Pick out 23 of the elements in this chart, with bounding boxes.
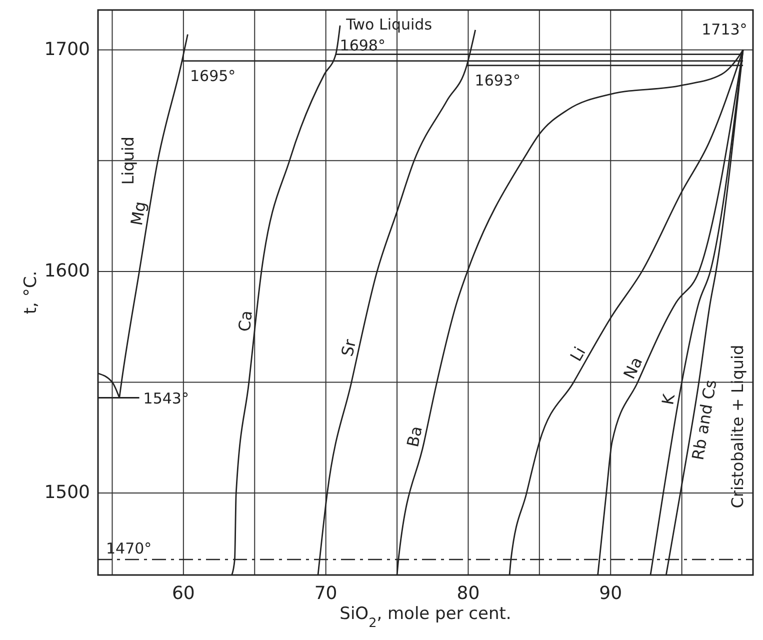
annotation: Liquid	[118, 136, 138, 185]
text: Li	[566, 343, 590, 365]
annotation: Cristobalite + Liquid	[728, 344, 748, 508]
y-tick-label: 1500	[44, 482, 90, 503]
text: Ba	[403, 424, 426, 449]
x-tick-label: 70	[314, 583, 338, 604]
annotation: 1693°	[474, 71, 520, 90]
text: Ca	[234, 310, 256, 333]
x-axis-title: SiO$_{2}$, mole per cent.	[340, 604, 512, 630]
y-tick-label: 1700	[44, 38, 90, 60]
text: Na	[620, 354, 646, 382]
annotation: 1695°	[190, 66, 236, 85]
x-tick-label: 60	[172, 583, 195, 604]
text: Mg	[127, 200, 150, 227]
y-tick-label: 1600	[44, 260, 90, 282]
text: K	[658, 392, 679, 406]
text: Sr	[337, 337, 360, 358]
x-tick-label: 90	[599, 583, 622, 604]
annotation: 1698°	[340, 36, 386, 54]
y-axis-title: t, °C.	[21, 270, 41, 314]
annotation: 1713°	[702, 20, 748, 38]
x-tick-label: 80	[456, 583, 480, 604]
text: Rb and Cs	[688, 378, 720, 462]
